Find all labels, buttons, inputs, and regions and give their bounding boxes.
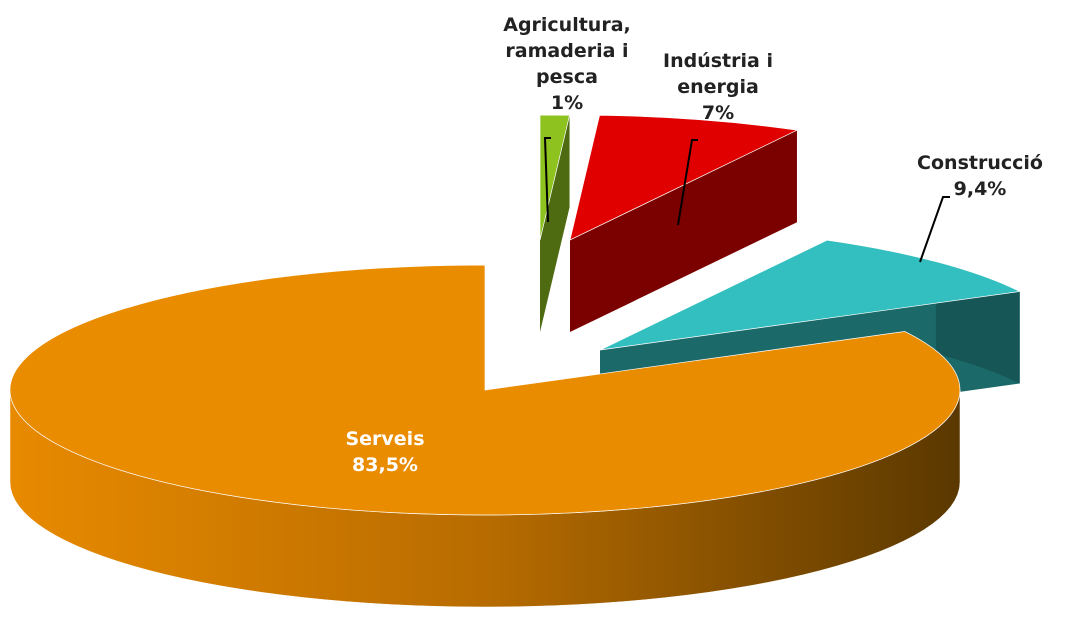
slice-side <box>540 115 570 332</box>
leader-line <box>677 139 698 226</box>
value-label: 9,4% <box>953 178 1007 200</box>
slice <box>599 239 1021 351</box>
category-label: Serveis <box>345 428 425 450</box>
slice-label: Construcció 9,4% <box>900 150 1060 202</box>
leader-lines <box>543 137 950 263</box>
value-label: 83,5% <box>352 454 418 476</box>
category-label: Agricultura, ramaderia i pesca <box>503 14 631 88</box>
category-label: Construcció <box>917 152 1043 174</box>
slice-label: Agricultura, ramaderia i pesca 1% <box>487 12 647 116</box>
value-label: 7% <box>701 102 735 124</box>
pie <box>9 114 1021 608</box>
leader-line <box>919 196 950 263</box>
value-label: 1% <box>550 92 584 114</box>
slice <box>569 114 799 241</box>
category-label: Indústria i energia <box>663 50 773 98</box>
slice <box>9 264 961 516</box>
slice-label: Indústria i energia 7% <box>648 48 788 126</box>
slice-label: Serveis 83,5% <box>310 426 460 478</box>
slice-side <box>570 130 797 332</box>
leader-line <box>543 137 551 223</box>
